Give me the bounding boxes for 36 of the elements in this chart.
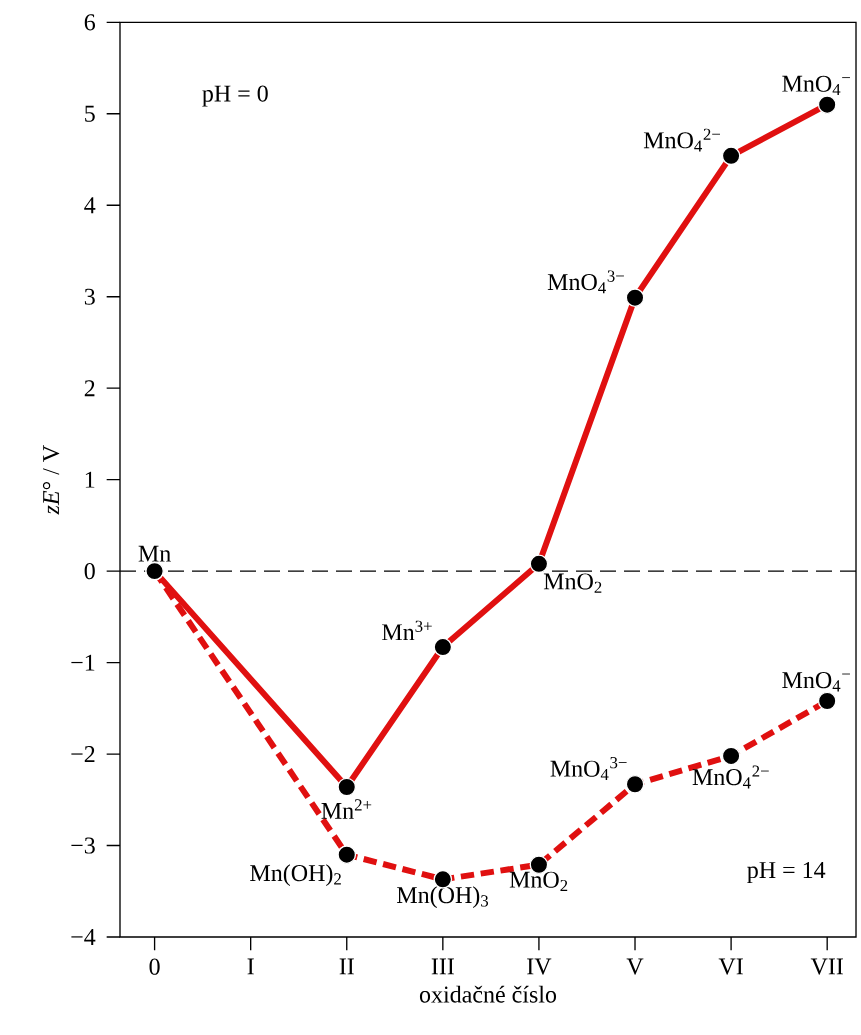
annotation: Mn: [138, 545, 171, 562]
x-tick-label: III: [431, 958, 454, 975]
x-tick-label: V: [626, 958, 644, 975]
y-tick-label: 4: [84, 197, 96, 214]
x-axis-title: oxidačné číslo: [419, 985, 557, 1003]
annotation: pH = 14: [747, 862, 826, 883]
y-tick-label: 0: [84, 563, 95, 580]
annotation: pH = 0: [202, 85, 268, 107]
y-tick-label: 5: [85, 105, 95, 122]
y-tick-label: −2: [71, 746, 95, 763]
x-tick-label: IV: [527, 958, 552, 975]
x-tick-label: VI: [718, 958, 743, 975]
annotation: MnO$_{4}$2−: [643, 128, 721, 152]
y-tick-label: 6: [84, 14, 96, 31]
annotation: MnO$_{4}$3−: [550, 757, 627, 780]
y-tick-label: −4: [71, 929, 96, 945]
y-tick-label: 3: [84, 288, 95, 305]
annotation: MnO$_{2}$: [543, 573, 602, 593]
y-tick-label: 2: [84, 380, 95, 397]
annotation: Mn$^{3+}$: [382, 620, 432, 641]
annotation: MnO$_{4}$2−: [692, 765, 769, 789]
annotation: MnO$_{4}$−: [782, 672, 850, 692]
y-axis-title: zE° / V: [42, 445, 60, 515]
y-tick-label: 1: [85, 471, 95, 488]
annotation: MnO$_{4}$−: [782, 75, 850, 96]
annotation: Mn$^{2+}$: [321, 799, 372, 819]
annotation: Mn(OH)$_{2}$: [250, 864, 341, 887]
annotation: MnO$_{2}$: [509, 871, 568, 892]
y-tick-label: −3: [71, 837, 95, 854]
annotation: MnO$_{4}$3−: [547, 270, 624, 294]
x-tick-label: I: [247, 958, 254, 975]
annotation: Mn(OH)$_{3}$: [397, 886, 489, 909]
x-tick-label: VII: [810, 958, 843, 975]
x-tick-label: 0: [149, 958, 160, 975]
x-tick-label: II: [339, 958, 354, 975]
y-tick-label: −1: [71, 654, 95, 671]
